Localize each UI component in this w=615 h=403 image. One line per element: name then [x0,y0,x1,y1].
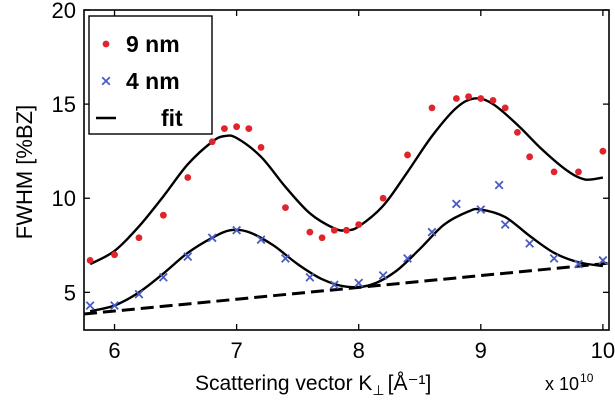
data-point-4-nm [378,270,388,280]
data-point-4-nm [494,180,504,190]
data-point-4-nm [134,289,144,299]
data-point-9-nm [379,194,387,202]
data-point-9-nm [526,153,534,161]
fit-line-baseline [84,261,609,316]
data-point-9-nm [184,174,192,181]
data-point-4-nm [354,278,364,288]
data-point-9-nm [86,256,94,264]
data-point-9-nm [257,144,265,151]
data-point-9-nm [343,226,350,234]
data-point-9-nm [428,104,436,112]
x-tick-label: 10 [591,338,615,363]
legend-swatch-9-nm [102,40,110,48]
data-point-4-nm [598,255,608,265]
y-axis-label: FWHM [%BZ] [12,105,37,239]
data-point-9-nm [221,125,228,132]
x-tick-label: 6 [108,338,120,363]
data-point-9-nm [489,96,497,104]
data-point-9-nm [404,151,411,159]
y-tick-label: 5 [64,280,76,305]
data-point-4-nm [305,272,315,282]
data-point-4-nm [403,254,412,263]
data-point-9-nm [159,211,167,219]
data-point-4-nm [549,254,559,263]
data-point-4-nm [207,233,217,243]
data-point-9-nm [514,128,521,136]
data-point-9-nm [355,221,363,228]
data-point-9-nm [465,93,472,100]
y-tick-label: 15 [52,92,76,117]
x-axis-multiplier-exponent: 10 [580,371,594,385]
x-axis-label-subscript: ⊥ [372,382,384,398]
legend-label: 4 nm [126,68,180,94]
data-point-9-nm [501,104,509,112]
legend-swatch-4-nm [101,76,111,86]
x-axis-multiplier: x 1010 [545,371,594,394]
data-point-4-nm [183,252,193,262]
data-point-9-nm [477,95,485,102]
x-tick-label: 7 [230,338,242,363]
legend-label: fit [161,105,183,131]
fit-line-2 [89,207,604,313]
legend-box [88,15,213,135]
data-point-9-nm [599,147,607,155]
data-point-4-nm [525,238,535,248]
data-point-4-nm [574,259,583,269]
x-axis-label-unit: [Å⁻¹] [388,372,432,395]
data-point-9-nm [575,168,582,176]
data-point-9-nm [208,138,216,146]
data-point-4-nm [329,280,339,290]
data-point-9-nm [306,228,314,236]
x-tick-label: 9 [475,338,487,363]
data-point-4-nm [232,225,242,235]
data-point-9-nm [233,123,241,131]
data-point-4-nm [85,301,95,310]
data-point-9-nm [135,234,143,242]
data-point-4-nm [500,220,510,230]
x-axis-label: Scattering vector K⊥ [Å⁻¹] [195,372,431,398]
data-point-4-nm [110,301,119,310]
y-tick-label: 20 [52,0,76,23]
data-point-9-nm [330,226,338,234]
data-point-9-nm [111,251,118,259]
data-point-4-nm [451,199,461,209]
x-axis-multiplier-base: x 10 [545,374,579,394]
data-point-9-nm [550,168,558,176]
data-point-4-nm [158,272,168,282]
plot-frame [83,9,610,331]
x-axis-label-main: Scattering vector K [195,372,372,395]
legend-label: 9 nm [126,31,180,57]
x-tick-label: 8 [353,338,365,363]
data-point-4-nm [427,227,437,237]
data-point-4-nm [256,235,266,245]
data-point-9-nm [245,125,253,132]
data-point-4-nm [476,205,486,214]
data-point-4-nm [281,254,290,263]
data-point-9-nm [282,204,289,212]
y-tick-label: 10 [52,186,76,211]
data-point-9-nm [452,95,460,102]
data-point-9-nm [318,234,326,242]
